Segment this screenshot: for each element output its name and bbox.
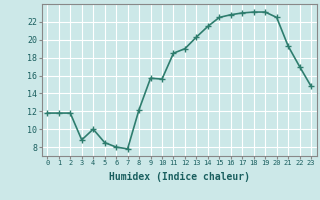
X-axis label: Humidex (Indice chaleur): Humidex (Indice chaleur) (109, 172, 250, 182)
